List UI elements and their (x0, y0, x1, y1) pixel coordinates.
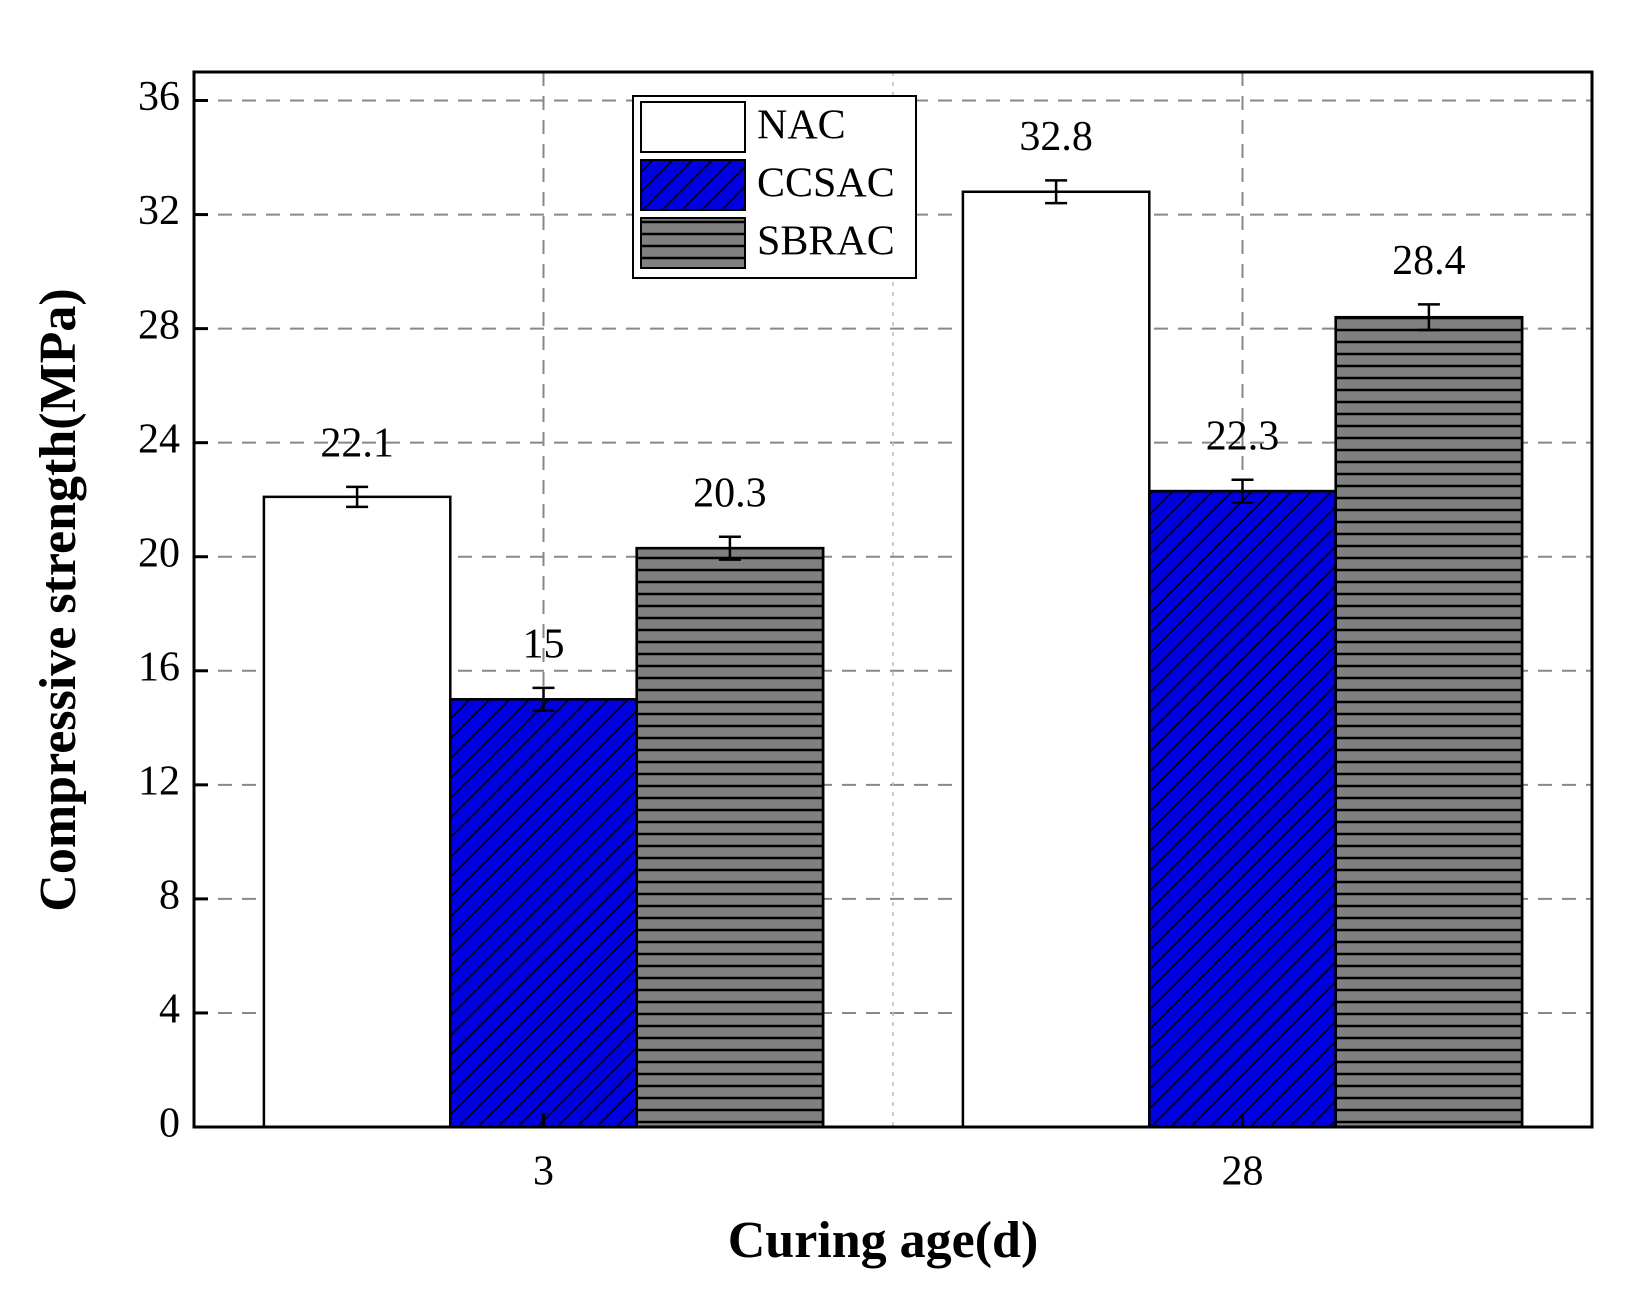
data-label: 20.3 (693, 470, 767, 516)
error-bar (1417, 303, 1440, 332)
bar-hatch (1148, 489, 1337, 1129)
legend-label: SBRAC (757, 219, 895, 265)
data-label: 22.3 (1206, 413, 1280, 459)
legend-label: NAC (757, 103, 846, 149)
y-tick-label: 24 (138, 416, 180, 462)
error-bar (718, 535, 741, 561)
x-tick-label: 3 (533, 1149, 554, 1195)
bars (262, 190, 1524, 1129)
y-tick-label: 0 (159, 1101, 180, 1147)
data-label: 28.4 (1392, 238, 1466, 284)
error-bar (1045, 179, 1068, 205)
bar (262, 495, 452, 1129)
y-tick-label: 36 (138, 74, 180, 120)
y-tick-label: 28 (138, 302, 180, 348)
x-tick-label: 28 (1222, 1149, 1264, 1195)
error-bar (346, 485, 369, 509)
legend-swatch-hatch (640, 159, 746, 211)
data-label: 32.8 (1019, 114, 1093, 160)
bar-hatch (449, 698, 638, 1129)
legend-swatch-hatch (640, 217, 746, 269)
bar-hatch (635, 546, 825, 1129)
data-label: 15 (523, 622, 565, 668)
legend-label: CCSAC (757, 161, 895, 207)
error-bar (532, 686, 555, 712)
legend-swatch (640, 101, 746, 153)
labels: 0 4 8 12 16 20 24 28 32 36 3 22.1 15 20.3 28 32.8 22.3 28… (138, 74, 1466, 1194)
y-tick-label: 16 (138, 644, 180, 690)
bar (961, 190, 1151, 1129)
bar-hatch (1334, 315, 1524, 1129)
y-tick-label: 20 (138, 530, 180, 576)
data-label: 22.1 (320, 421, 394, 467)
plot-frame (192, 70, 1594, 1129)
error-bar (1231, 478, 1254, 504)
x-axis-label: Curing age(d) (728, 1212, 1039, 1269)
y-tick-label: 12 (138, 758, 180, 804)
y-axis-label: Compressive strength(MPa) (30, 288, 87, 911)
y-tick-label: 32 (138, 188, 180, 234)
y-tick-label: 4 (159, 987, 180, 1033)
y-tick-label: 8 (159, 873, 180, 919)
